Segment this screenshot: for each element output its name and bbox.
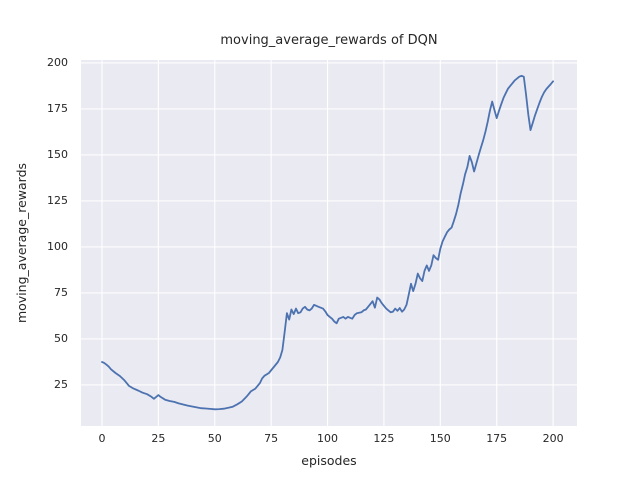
plot-area [81, 60, 577, 426]
line-chart-svg [81, 60, 577, 426]
y-tick-label: 50 [54, 331, 68, 345]
y-tick-label: 25 [54, 377, 68, 391]
x-tick-label: 0 [98, 432, 106, 445]
x-tick-label: 175 [486, 432, 508, 445]
chart-title: moving_average_rewards of DQN [220, 33, 438, 48]
y-tick-label: 200 [47, 55, 68, 69]
y-tick-label: 150 [47, 147, 68, 161]
x-axis-label: episodes [301, 453, 357, 468]
y-tick-label: 100 [47, 239, 68, 253]
x-tick-label: 100 [317, 432, 339, 445]
data-series-line [101, 74, 555, 411]
x-tick-label: 50 [207, 432, 222, 445]
y-tick-label: 125 [47, 193, 68, 207]
x-tick-label: 25 [151, 432, 166, 445]
y-tick-label: 175 [47, 101, 68, 115]
x-tick-label: 75 [264, 432, 279, 445]
x-tick-label: 200 [542, 432, 564, 445]
x-tick-label: 150 [429, 432, 451, 445]
x-tick-label: 125 [373, 432, 395, 445]
y-tick-label: 75 [54, 285, 68, 299]
